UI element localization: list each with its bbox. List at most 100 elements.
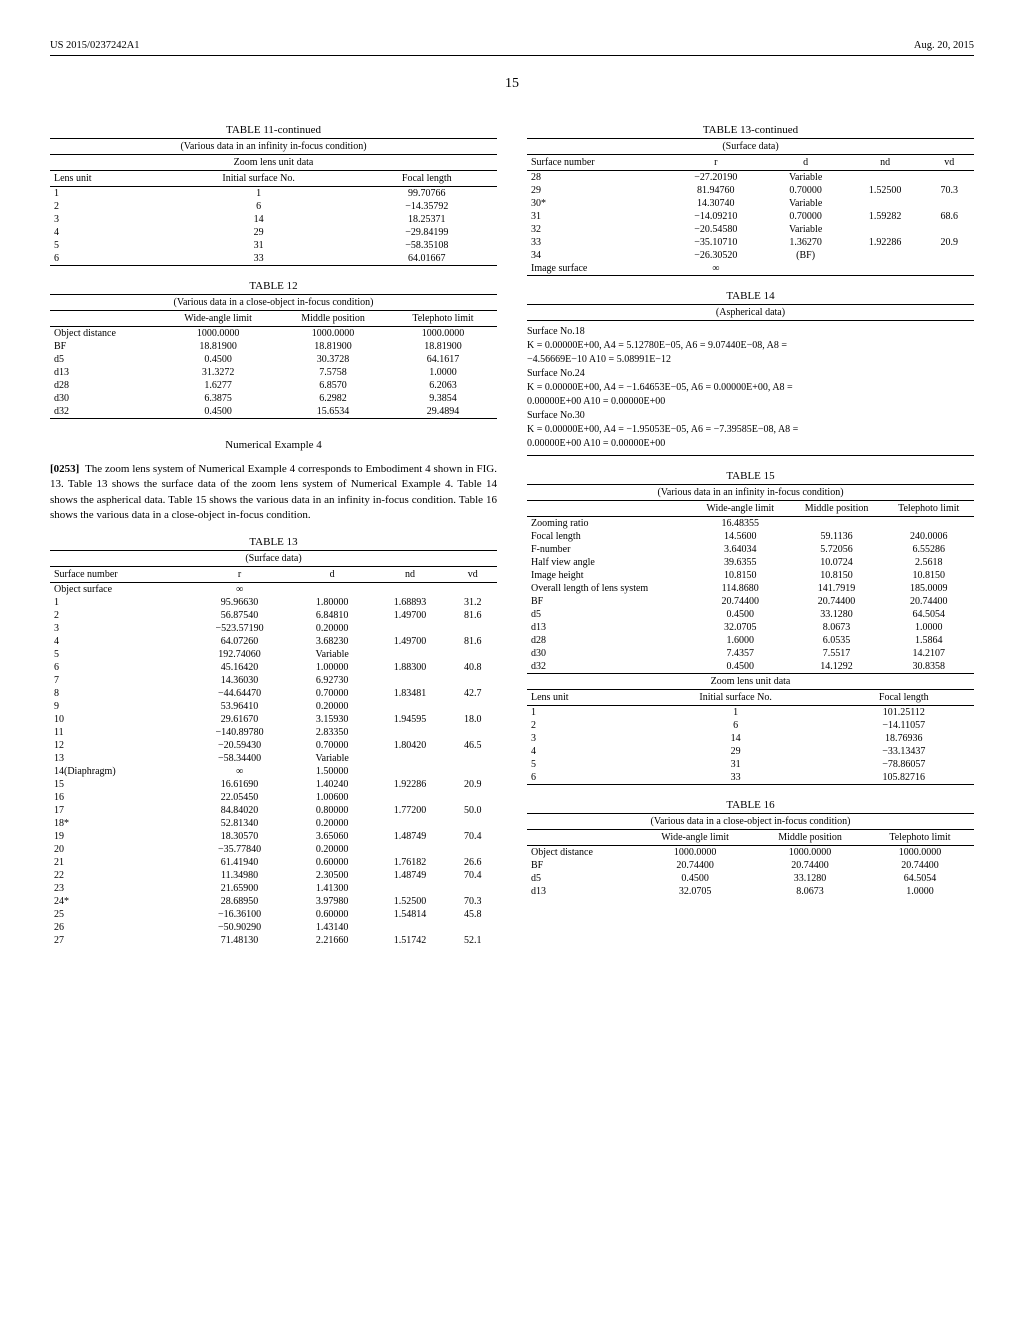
- table-cell: 1.77200: [371, 804, 448, 817]
- table-cell: 1000.0000: [866, 846, 974, 860]
- table-cell: BF: [527, 859, 636, 872]
- aspherical-line: K = 0.00000E+00, A4 = −1.64653E−05, A6 =…: [527, 381, 974, 395]
- table-cell: 32.0705: [636, 885, 754, 898]
- table-cell: 2.21660: [293, 934, 372, 947]
- table-cell: −16.36100: [186, 908, 293, 921]
- table-cell: 50.0: [448, 804, 497, 817]
- aspherical-line: −4.56669E−10 A10 = 5.08991E−12: [527, 353, 974, 367]
- table-row: d281.62776.85706.2063: [50, 379, 497, 392]
- table-cell: BF: [50, 340, 159, 353]
- table-row: d281.60006.05351.5864: [527, 634, 974, 647]
- table-cell: [371, 882, 448, 895]
- table-cell: 33.1280: [754, 872, 866, 885]
- table-cell: Half view angle: [527, 556, 691, 569]
- table-cell: 18.81900: [159, 340, 277, 353]
- table-cell: 0.20000: [293, 700, 372, 713]
- table-cell: 7: [50, 674, 186, 687]
- table-cell: 192.74060: [186, 648, 293, 661]
- table-cell: 31: [638, 758, 834, 771]
- table-cell: [846, 262, 925, 276]
- table-cell: Image surface: [527, 262, 666, 276]
- table-cell: 19: [50, 830, 186, 843]
- table-cell: 1: [50, 187, 161, 201]
- table-row: F-number3.640345.720566.55286: [527, 543, 974, 556]
- table-caption: (Surface data): [50, 550, 497, 567]
- table-cell: 0.60000: [293, 908, 372, 921]
- table-cell: 14: [638, 732, 834, 745]
- table-cell: 1.92286: [846, 236, 925, 249]
- page-header: US 2015/0237242A1 Aug. 20, 2015: [50, 40, 974, 56]
- table-cell: 14(Diaphragm): [50, 765, 186, 778]
- table-row: 12−20.594300.700001.8042046.5: [50, 739, 497, 752]
- table-cell: 42.7: [448, 687, 497, 700]
- table-cell: 14: [161, 213, 357, 226]
- table-row: 20−35.778400.20000: [50, 843, 497, 856]
- table-cell: 95.96630: [186, 596, 293, 609]
- table-cell: 70.4: [448, 869, 497, 882]
- table-cell: 20.9: [924, 236, 974, 249]
- table-cell: 1.5864: [883, 634, 974, 647]
- table-cell: −33.13437: [834, 745, 974, 758]
- table-caption: (Aspherical data): [527, 304, 974, 321]
- table-cell: −140.89780: [186, 726, 293, 739]
- table-cell: 52.1: [448, 934, 497, 947]
- table-cell: 1.00600: [293, 791, 372, 804]
- table-row: 34−26.30520(BF): [527, 249, 974, 262]
- table-row: BF18.8190018.8190018.81900: [50, 340, 497, 353]
- table-cell: Variable: [765, 171, 845, 185]
- aspherical-line: 0.00000E+00 A10 = 0.00000E+00: [527, 395, 974, 409]
- table-cell: 61.41940: [186, 856, 293, 869]
- table-cell: 0.20000: [293, 843, 372, 856]
- table-row: 2211.349802.305001.4874970.4: [50, 869, 497, 882]
- table-row: 18*52.813400.20000: [50, 817, 497, 830]
- table-cell: 1.0000: [883, 621, 974, 634]
- table-row: d50.450033.128064.5054: [527, 608, 974, 621]
- table-cell: Object distance: [50, 327, 159, 341]
- table-row: BF20.7440020.7440020.74400: [527, 595, 974, 608]
- table-row: 1029.616703.159301.9459518.0: [50, 713, 497, 726]
- table-cell: 240.0006: [883, 530, 974, 543]
- table-row: d1332.07058.06731.0000: [527, 885, 974, 898]
- table-row: 28−27.20190Variable: [527, 171, 974, 185]
- table-row: Object surface∞: [50, 582, 497, 596]
- table-cell: d32: [527, 660, 691, 674]
- table-cell: 45.16420: [186, 661, 293, 674]
- table-row: d320.450015.653429.4894: [50, 405, 497, 419]
- table-cell: 7.5517: [790, 647, 884, 660]
- table-row: 464.072603.682301.4970081.6: [50, 635, 497, 648]
- table-cell: [371, 648, 448, 661]
- aspherical-line: Surface No.18: [527, 325, 974, 339]
- table-cell: 20.74400: [883, 595, 974, 608]
- table-cell: 1.76182: [371, 856, 448, 869]
- table-cell: 30.3728: [277, 353, 389, 366]
- table-cell: 0.70000: [765, 210, 845, 223]
- table-cell: BF: [527, 595, 691, 608]
- table-row: d50.450030.372864.1617: [50, 353, 497, 366]
- table-cell: 1.48749: [371, 869, 448, 882]
- table-cell: Variable: [765, 197, 845, 210]
- table-header: Lens unit: [50, 171, 161, 187]
- table-cell: d28: [527, 634, 691, 647]
- table-cell: 1.51742: [371, 934, 448, 947]
- table-cell: 14.36030: [186, 674, 293, 687]
- table-row: Half view angle39.635510.07242.5618: [527, 556, 974, 569]
- table-cell: 6.2063: [389, 379, 497, 392]
- table-cell: [371, 921, 448, 934]
- table-cell: [448, 882, 497, 895]
- table-cell: −14.11057: [834, 719, 974, 732]
- table-cell: [846, 171, 925, 185]
- table-cell: 1.41300: [293, 882, 372, 895]
- table-cell: [371, 791, 448, 804]
- table-cell: 2: [50, 609, 186, 622]
- table-cell: 0.60000: [293, 856, 372, 869]
- table-cell: 32: [527, 223, 666, 236]
- table-header: nd: [371, 567, 448, 583]
- table-row: 25−16.361000.600001.5481445.8: [50, 908, 497, 921]
- table-cell: 2.30500: [293, 869, 372, 882]
- table-header: Lens unit: [527, 690, 638, 706]
- table-cell: [765, 262, 845, 276]
- table-row: 2771.481302.216601.5174252.1: [50, 934, 497, 947]
- table-cell: ∞: [666, 262, 765, 276]
- table-row: 63364.01667: [50, 252, 497, 266]
- table-cell: F-number: [527, 543, 691, 556]
